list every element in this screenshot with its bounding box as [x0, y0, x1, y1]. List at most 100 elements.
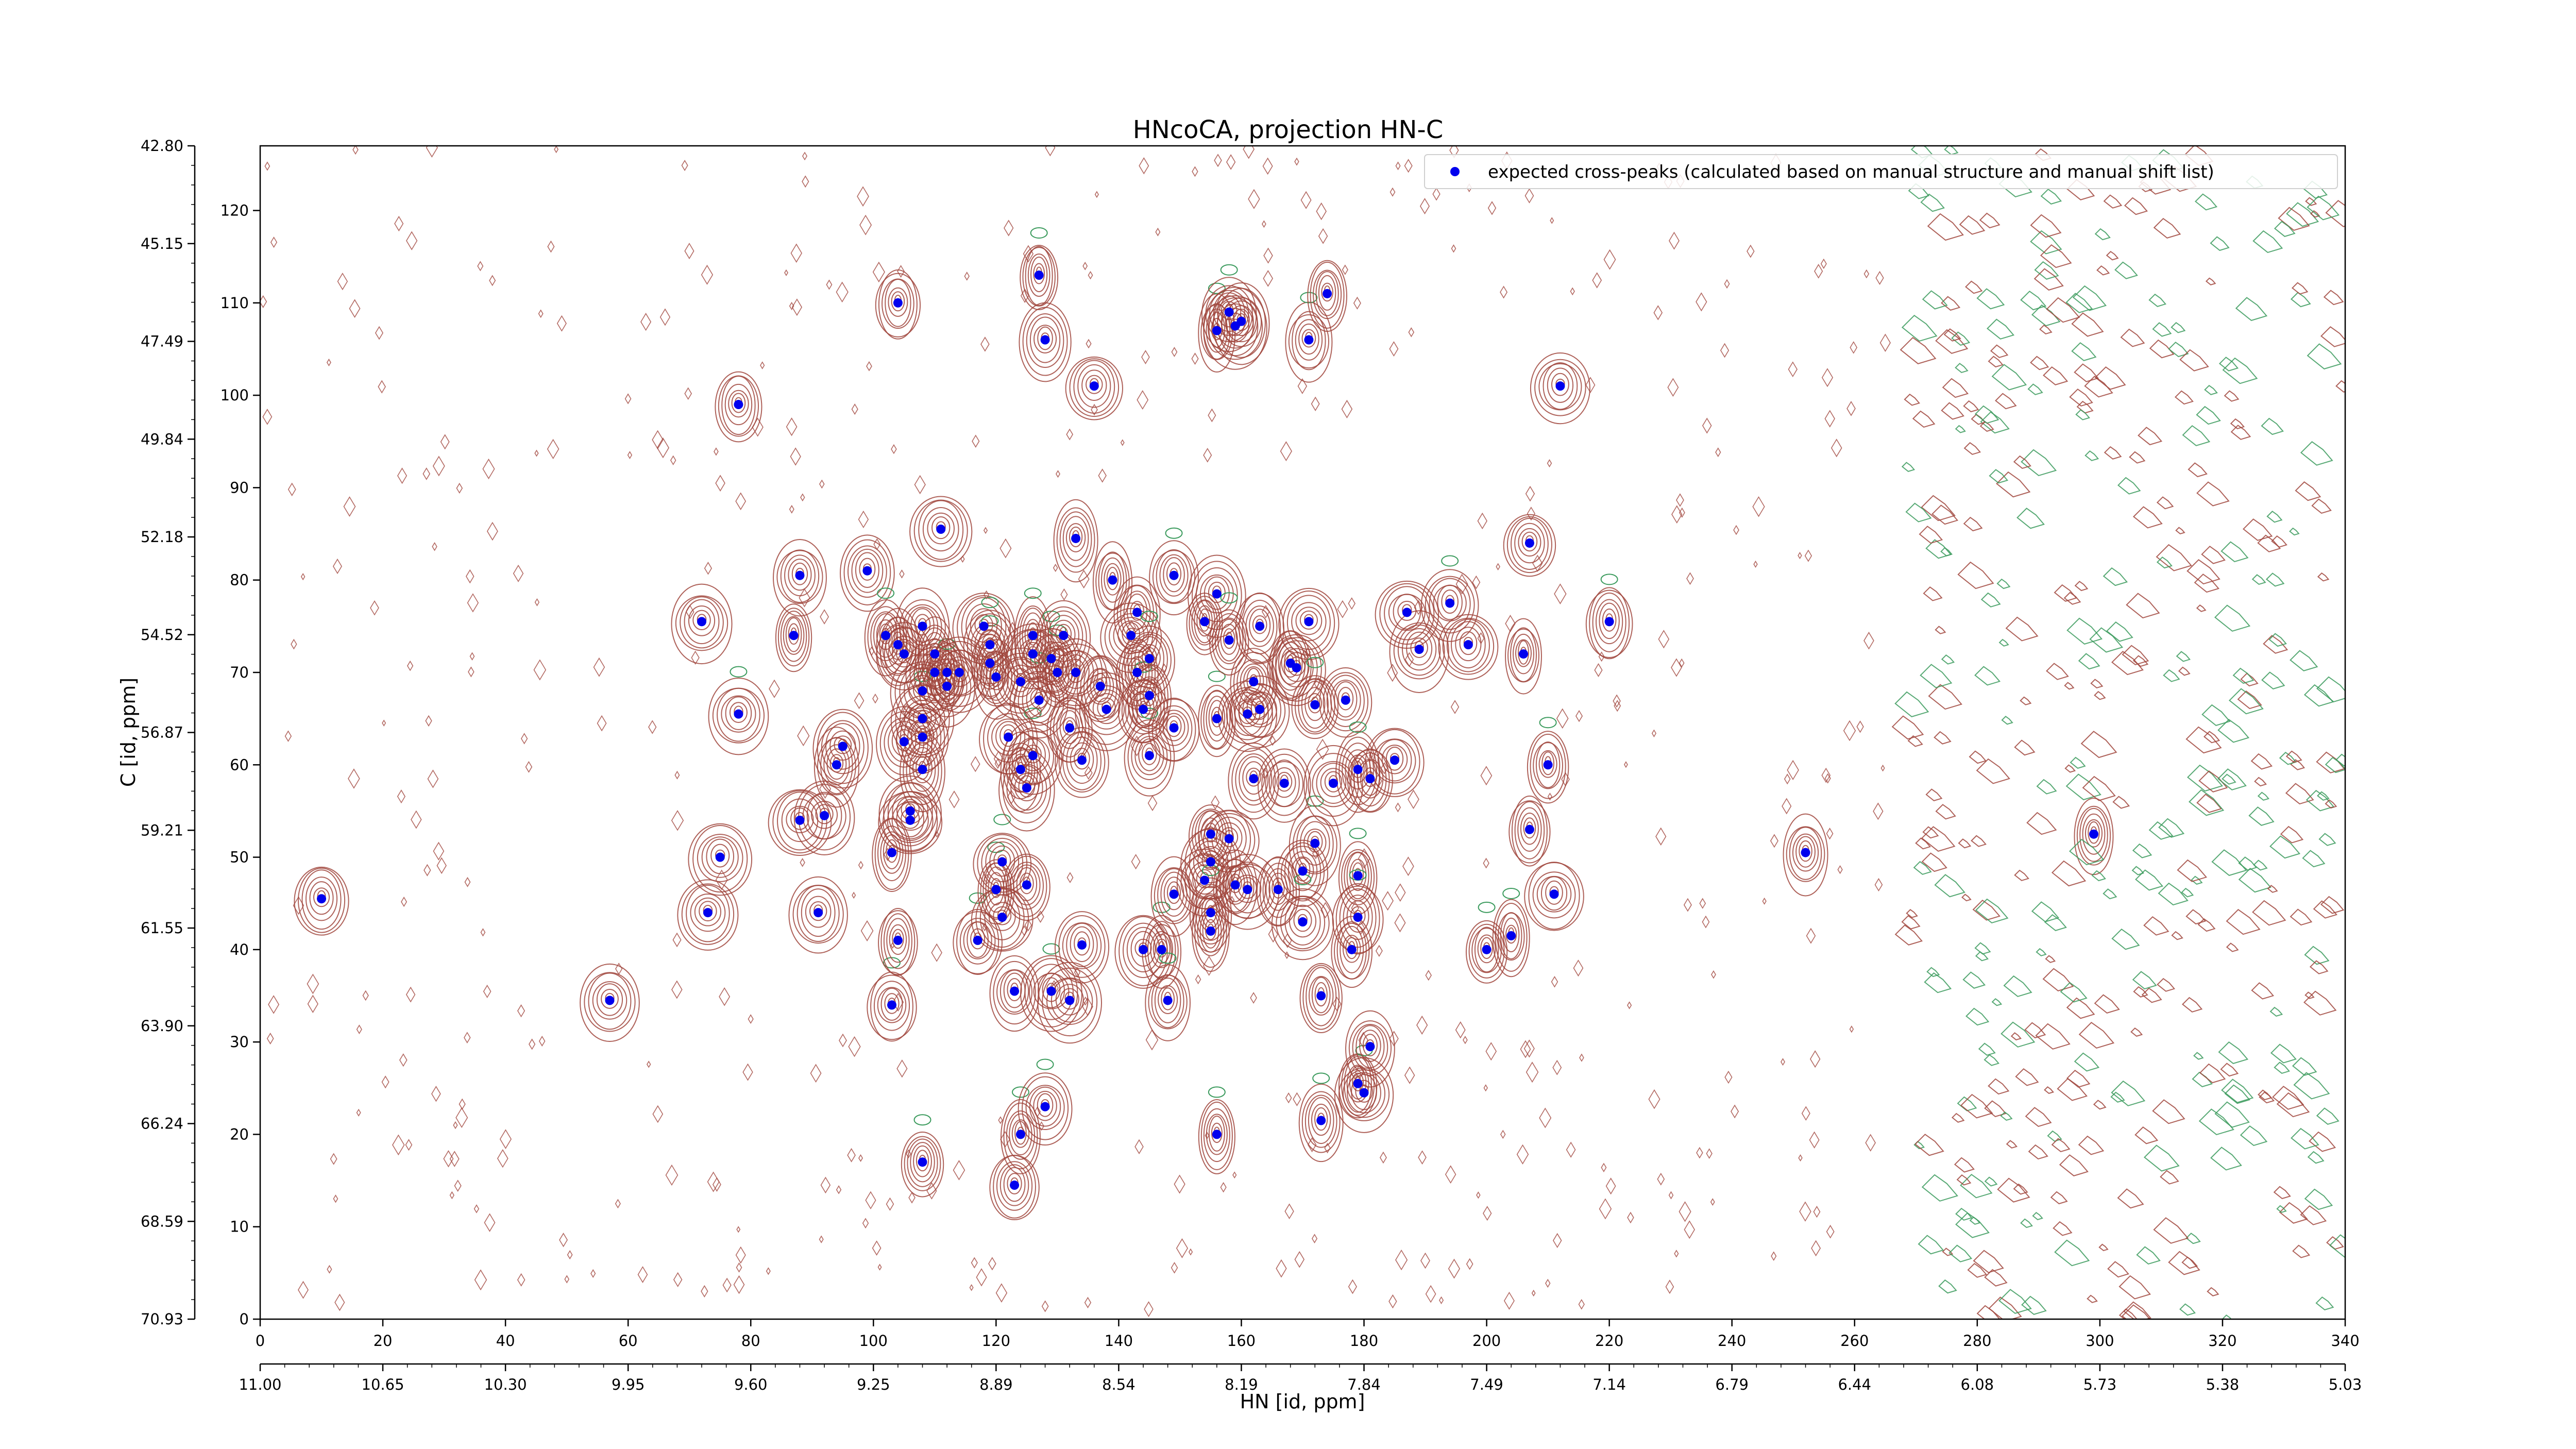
peak-contour — [1334, 1057, 1394, 1133]
peak-contour — [1510, 627, 1537, 682]
peak-contour — [1025, 1085, 1065, 1131]
artifact-contour — [2122, 645, 2149, 666]
noise-contour — [1679, 507, 1685, 518]
artifact-contour — [1976, 288, 2005, 310]
peak-contour — [1026, 681, 1052, 717]
expected-cross-peak-marker — [918, 765, 927, 774]
artifact-contour — [1955, 1212, 1990, 1238]
noise-contour — [819, 779, 832, 799]
noise-contour — [1724, 279, 1730, 289]
artifact-contour — [2044, 1086, 2054, 1094]
noise-contour — [489, 275, 496, 287]
artifact-contour — [2201, 704, 2231, 726]
noise-contour — [1523, 1039, 1535, 1058]
peak-contour — [1326, 675, 1365, 727]
peak-contour — [791, 562, 808, 585]
noise-contour — [953, 1160, 965, 1181]
peak-contour — [1002, 755, 1051, 823]
noise-contour — [1592, 272, 1602, 289]
noise-contour — [260, 295, 267, 308]
noise-contour — [1448, 1258, 1461, 1279]
noise-contour — [971, 1257, 978, 1269]
peak-contour — [1299, 610, 1318, 630]
noise-contour — [906, 1149, 911, 1158]
artifact-contour — [2317, 572, 2330, 582]
peak-contour — [710, 844, 730, 868]
artifact-contour — [1979, 420, 1994, 432]
noise-contour — [1324, 1142, 1331, 1154]
artifact-contour — [2196, 604, 2207, 612]
artifact-contour — [2090, 679, 2104, 689]
expected-cross-peak-marker — [1279, 779, 1289, 788]
peak-contour — [873, 981, 910, 1031]
negative-contour — [1208, 1086, 1226, 1098]
negative-contour — [1600, 574, 1618, 585]
noise-contour — [851, 403, 858, 415]
peak-contour — [975, 887, 1029, 951]
peak-contour — [1046, 977, 1093, 1025]
peak-contour — [1410, 637, 1428, 658]
noise-contour — [659, 308, 671, 326]
noise-contour — [1668, 1191, 1674, 1200]
artifact-contour — [2290, 292, 2311, 308]
artifact-contour — [2087, 1294, 2098, 1303]
artifact-contour — [1901, 462, 1916, 472]
peak-contour — [1118, 638, 1156, 710]
negative-contour — [1140, 611, 1158, 622]
artifact-contour — [2043, 366, 2069, 385]
noise-contour — [401, 897, 408, 907]
noise-contour — [454, 1180, 462, 1192]
peak-contour — [907, 1138, 938, 1187]
expected-cross-peak-marker — [1524, 538, 1534, 548]
noise-contour — [459, 1098, 466, 1110]
artifact-contour — [2132, 843, 2153, 858]
artifact-contour — [2106, 250, 2119, 261]
negative-contour — [1220, 264, 1238, 276]
expected-cross-peak-marker — [1543, 760, 1553, 770]
noise-contour — [800, 857, 805, 867]
noise-contour — [547, 240, 555, 253]
negative-contour — [913, 1114, 931, 1126]
artifact-contour — [2285, 750, 2302, 763]
peak-contour — [1308, 693, 1323, 714]
peak-contour — [1115, 643, 1159, 706]
peak-contour — [1228, 873, 1242, 894]
artifact-contour — [2156, 556, 2173, 569]
noise-contour — [330, 1153, 337, 1165]
artifact-contour — [2248, 806, 2275, 826]
peak-contour — [1086, 375, 1103, 394]
noise-contour — [1425, 1285, 1436, 1303]
artifact-contour — [1979, 212, 2001, 229]
peak-contour — [909, 747, 936, 792]
peak-contour — [1397, 624, 1441, 676]
peak-contour — [1127, 663, 1172, 732]
noise-contour — [1395, 161, 1401, 171]
peak-contour — [918, 500, 964, 560]
noise-contour — [1155, 227, 1161, 237]
noise-contour — [1389, 341, 1399, 357]
plot-frame — [259, 145, 2346, 1320]
noise-contour — [1702, 915, 1710, 929]
expected-cross-peak-marker — [918, 714, 927, 723]
artifact-contour — [2290, 1127, 2319, 1150]
artifact-contour — [2094, 994, 2120, 1014]
artifact-contour — [1955, 425, 1966, 433]
artifact-contour — [2279, 1202, 2308, 1224]
noise-contour — [559, 1233, 568, 1248]
artifact-contour — [2205, 277, 2216, 285]
peak-contour — [1280, 896, 1326, 950]
expected-cross-peak-marker — [997, 857, 1007, 867]
peak-contour — [1474, 926, 1499, 973]
peak-contour — [1291, 856, 1314, 884]
artifact-contour — [2237, 690, 2262, 710]
peak-contour — [1393, 622, 1445, 680]
artifact-contour — [2309, 960, 2329, 974]
noise-contour — [1873, 802, 1884, 820]
y-ppm-tick-label: 49.84 — [141, 430, 183, 448]
peak-contour — [817, 712, 869, 784]
expected-cross-peak-marker — [703, 908, 713, 918]
peak-contour — [1602, 608, 1617, 632]
noise-contour — [538, 1036, 546, 1047]
peak-contour — [313, 887, 330, 907]
peak-contour — [1080, 656, 1121, 720]
